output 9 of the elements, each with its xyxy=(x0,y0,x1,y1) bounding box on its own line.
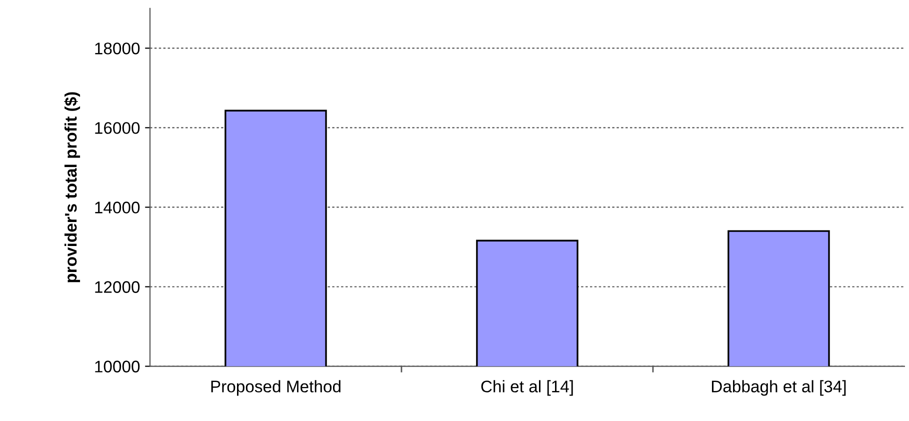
y-axis-title: provider's total profit ($) xyxy=(64,92,80,282)
y-tick-label: 14000 xyxy=(95,202,140,214)
y-tick-label: 16000 xyxy=(95,122,140,134)
y-tick-label: 10000 xyxy=(95,360,140,372)
y-tick-label: 12000 xyxy=(95,281,140,293)
x-tick-label: Chi et al [14] xyxy=(481,380,573,396)
x-tick-label: Proposed Method xyxy=(211,380,340,396)
x-tick-label: Dabbagh et al [34] xyxy=(712,380,846,396)
y-tick-label: 18000 xyxy=(95,42,140,54)
